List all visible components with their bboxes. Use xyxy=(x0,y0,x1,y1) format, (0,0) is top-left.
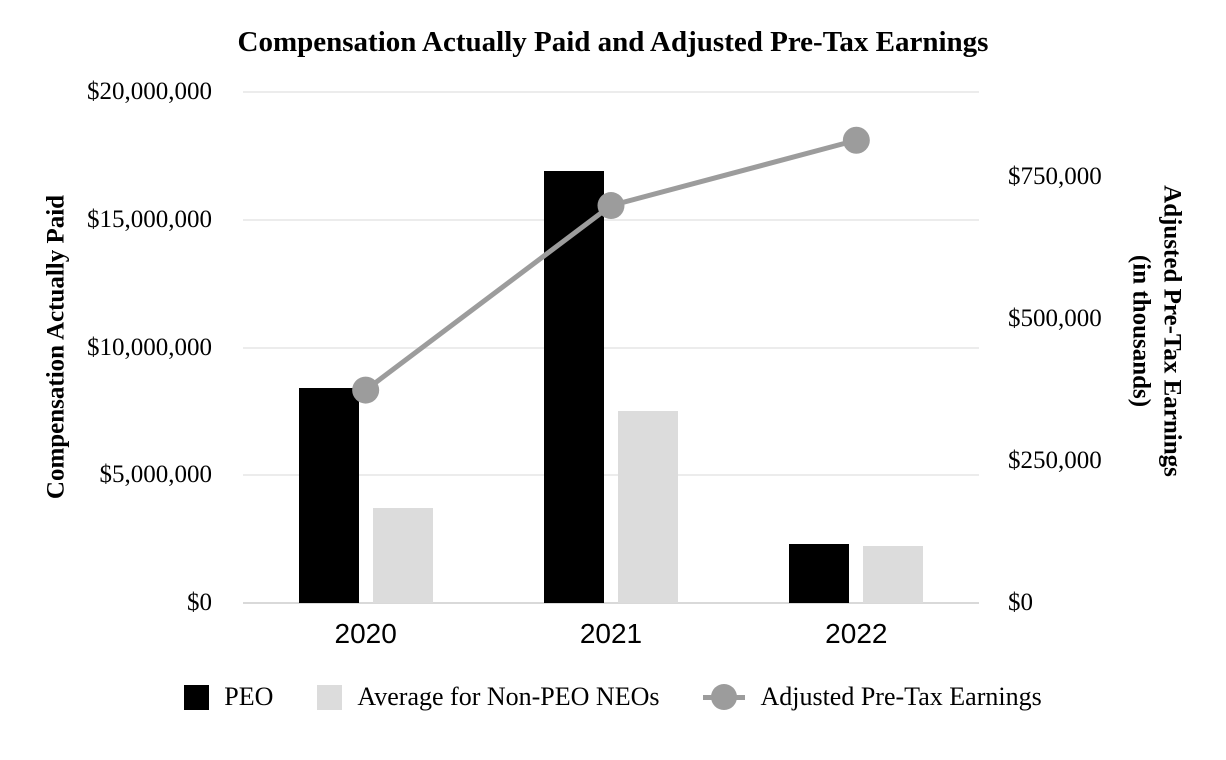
bar-peo-2022 xyxy=(789,544,850,603)
legend-label: PEO xyxy=(224,682,274,711)
legend-item-adjusted-pre-tax-earnings: Adjusted Pre-Tax Earnings xyxy=(703,682,1042,712)
bar-peo-2020 xyxy=(298,388,359,603)
left-axis-tick-4: $20,000,000 xyxy=(87,78,212,105)
legend-item-average-for-non-peo-neos: Average for Non-PEO NEOs xyxy=(317,682,659,712)
x-axis-label-2022: 2022 xyxy=(825,618,888,649)
x-axis-label-2020: 2020 xyxy=(334,618,397,649)
legend-line-marker-icon xyxy=(703,683,746,711)
legend-swatch-icon xyxy=(317,684,343,710)
right-axis-tick-0: $0 xyxy=(1008,589,1033,616)
left-axis-tick-0: $0 xyxy=(187,589,212,616)
bar-average-for-non-peo-neos-2022 xyxy=(863,545,924,603)
bar-peo-2021 xyxy=(544,171,604,603)
line-marker-2022 xyxy=(842,126,870,154)
line-marker-2020 xyxy=(352,376,380,404)
left-axis-tick-1: $5,000,000 xyxy=(99,461,213,489)
legend-swatch-icon xyxy=(184,684,210,710)
line-path xyxy=(364,137,857,393)
left-axis-tick-2: $10,000,000 xyxy=(87,333,212,361)
line-marker-2021 xyxy=(597,192,625,220)
left-axis-tick-3: $15,000,000 xyxy=(87,205,212,233)
gridline xyxy=(243,91,979,93)
legend-label: Average for Non-PEO NEOs xyxy=(357,682,660,711)
x-axis-line xyxy=(243,602,979,604)
gridline xyxy=(243,346,979,349)
plot-area xyxy=(243,91,979,604)
legend: PEO Average for Non-PEO NEOs Adjusted Pre-… xyxy=(0,682,1226,712)
legend-dot-icon xyxy=(711,684,738,710)
x-axis-label-2021: 2021 xyxy=(579,618,643,649)
chart-title: Compensation Actually Paid and Adjusted … xyxy=(237,26,989,58)
right-axis-tick-2: $500,000 xyxy=(1008,305,1102,333)
bar-average-for-non-peo-neos-2020 xyxy=(372,508,433,603)
right-axis-tick-3: $750,000 xyxy=(1008,163,1102,191)
right-axis-tick-1: $250,000 xyxy=(1008,447,1102,475)
line-series-adjusted-pre-tax-earnings xyxy=(352,126,870,404)
gridline xyxy=(243,474,979,477)
gridline xyxy=(243,218,979,221)
legend-label: Adjusted Pre-Tax Earnings xyxy=(760,682,1042,711)
bar-average-for-non-peo-neos-2021 xyxy=(618,411,678,603)
legend-item-peo: PEO xyxy=(184,682,273,712)
